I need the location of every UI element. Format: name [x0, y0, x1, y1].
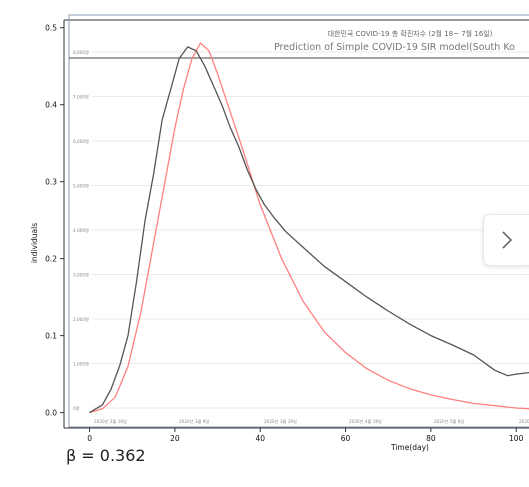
inner-chart-title-line1: 대한민국 COVID-19 총 확진자수 (2월 18~ 7월 16일) — [328, 29, 493, 38]
y-tick-label-0: 0.0 — [45, 409, 57, 418]
inner-x-tick-label-2: 2020년 3월 29일 — [264, 418, 297, 425]
inner-y-tick-label-7: 7,000명 — [73, 94, 89, 100]
y-tick-label-4: 0.4 — [45, 101, 57, 110]
x-tick-label-4: 80 — [426, 434, 436, 443]
inner-grid — [92, 51, 529, 409]
series-layer — [89, 42, 529, 414]
inner-y-tick-label-5: 5,000명 — [73, 183, 89, 189]
y-axis-label: individuals — [30, 223, 39, 263]
y-tick-label-5: 0.5 — [45, 24, 57, 33]
inner-y-tick-label-4: 4,000명 — [73, 227, 89, 233]
inner-chart-title-line2: Prediction of Simple COVID-19 SIR model(… — [274, 42, 515, 53]
inner-x-tick-label-0: 2020년 2월 18일 — [94, 418, 127, 425]
x-axis-label: Time(day) — [390, 443, 429, 452]
x-tick-label-5: 100 — [509, 434, 524, 443]
inner-chart-frame — [68, 14, 529, 428]
inner-y-tick-label-6: 6,000명 — [73, 138, 89, 144]
inner-y-tick-labels: 0명 1,000명 2,000명 3,000명 4,000명 5,000명 6,000명 7,… — [73, 49, 89, 411]
inner-x-tick-label-1: 2020년 3월 9일 — [179, 418, 209, 425]
beta-parameter-label: β = 0.362 — [66, 446, 146, 465]
y-tick-label-3: 0.3 — [45, 178, 57, 187]
inner-x-tick-label-4: 2020년 5월 8일 — [434, 418, 464, 425]
inner-x-tick-label-5: 2020년 5월 28일 — [519, 418, 529, 425]
inner-y-tick-label-0: 0명 — [73, 405, 80, 411]
x-tick-label-1: 20 — [170, 434, 180, 443]
series-line-1 — [89, 46, 529, 414]
inner-y-tick-label-8: 8,000명 — [73, 49, 89, 55]
x-tick-label-2: 40 — [255, 434, 265, 443]
inner-y-tick-label-3: 3,000명 — [73, 272, 89, 278]
inner-y-tick-label-1: 1,000명 — [73, 361, 89, 367]
x-axis-ticks: 0 20 40 60 80 100 — [87, 428, 524, 443]
y-axis-ticks: 0.0 0.1 0.2 0.3 0.4 0.5 — [45, 24, 64, 418]
inner-y-tick-label-2: 2,000명 — [73, 316, 89, 322]
series-line-0 — [89, 42, 529, 414]
x-tick-label-3: 60 — [341, 434, 351, 443]
y-tick-label-1: 0.1 — [45, 332, 57, 341]
y-tick-label-2: 0.2 — [45, 255, 57, 264]
inner-x-tick-label-3: 2020년 4월 18일 — [349, 418, 382, 425]
inner-x-tick-labels: 2020년 2월 18일 2020년 3월 9일 2020년 3월 29일 2020년… — [94, 418, 529, 425]
chevron-right-icon — [502, 231, 513, 249]
next-slide-button[interactable] — [483, 214, 529, 266]
x-tick-label-0: 0 — [87, 434, 92, 443]
